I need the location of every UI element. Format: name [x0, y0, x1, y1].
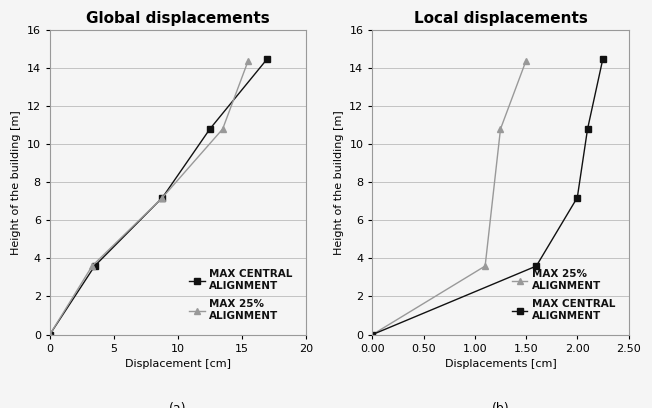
MAX 25%
ALIGNMENT: [497, 126, 505, 131]
Y-axis label: Height of the building [m]: Height of the building [m]: [11, 110, 21, 255]
Title: Global displacements: Global displacements: [86, 11, 270, 26]
MAX 25%
ALIGNMENT: [46, 332, 53, 337]
Line: MAX 25%
ALIGNMENT: MAX 25% ALIGNMENT: [46, 57, 252, 338]
MAX 25%
ALIGNMENT: [522, 58, 530, 63]
MAX 25%
ALIGNMENT: [218, 126, 226, 131]
Title: Local displacements: Local displacements: [413, 11, 587, 26]
Text: (b): (b): [492, 401, 509, 408]
Legend: MAX 25%
ALIGNMENT, MAX CENTRAL
ALIGNMENT: MAX 25% ALIGNMENT, MAX CENTRAL ALIGNMENT: [509, 266, 618, 324]
Y-axis label: Height of the building [m]: Height of the building [m]: [334, 110, 344, 255]
X-axis label: Displacements [cm]: Displacements [cm]: [445, 359, 556, 369]
MAX CENTRAL
ALIGNMENT: [533, 264, 541, 268]
Legend: MAX CENTRAL
ALIGNMENT, MAX 25%
ALIGNMENT: MAX CENTRAL ALIGNMENT, MAX 25% ALIGNMENT: [186, 266, 295, 324]
MAX 25%
ALIGNMENT: [158, 195, 166, 200]
MAX CENTRAL
ALIGNMENT: [158, 195, 166, 200]
Line: MAX CENTRAL
ALIGNMENT: MAX CENTRAL ALIGNMENT: [46, 55, 271, 338]
Line: MAX 25%
ALIGNMENT: MAX 25% ALIGNMENT: [369, 57, 529, 338]
MAX CENTRAL
ALIGNMENT: [91, 264, 98, 268]
MAX 25%
ALIGNMENT: [244, 58, 252, 63]
MAX CENTRAL
ALIGNMENT: [584, 126, 591, 131]
MAX CENTRAL
ALIGNMENT: [263, 56, 271, 61]
Text: (a): (a): [169, 401, 186, 408]
MAX 25%
ALIGNMENT: [368, 332, 376, 337]
MAX CENTRAL
ALIGNMENT: [368, 332, 376, 337]
Line: MAX CENTRAL
ALIGNMENT: MAX CENTRAL ALIGNMENT: [369, 55, 606, 338]
X-axis label: Displacement [cm]: Displacement [cm]: [125, 359, 231, 369]
MAX CENTRAL
ALIGNMENT: [206, 126, 214, 131]
MAX 25%
ALIGNMENT: [481, 264, 489, 268]
MAX 25%
ALIGNMENT: [88, 264, 96, 268]
MAX CENTRAL
ALIGNMENT: [46, 332, 53, 337]
MAX CENTRAL
ALIGNMENT: [599, 56, 607, 61]
MAX CENTRAL
ALIGNMENT: [573, 195, 581, 200]
